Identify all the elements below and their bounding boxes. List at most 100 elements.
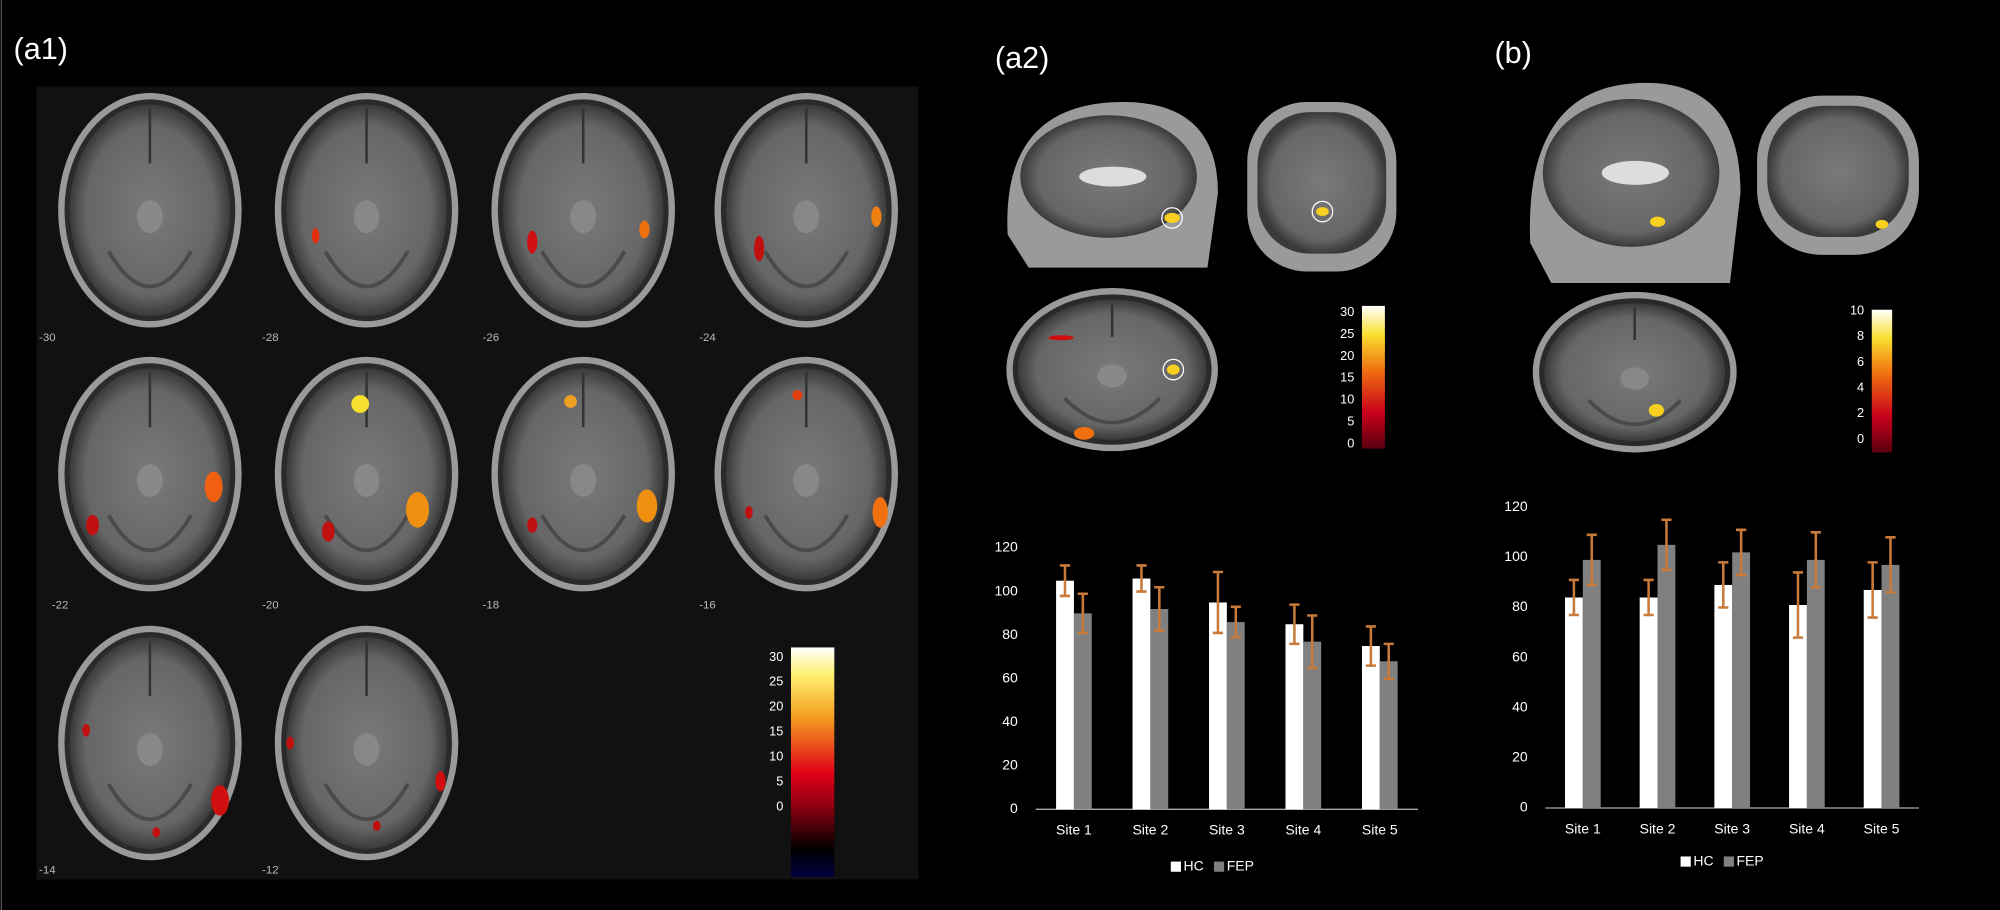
bar — [1303, 641, 1322, 810]
cerebellum — [763, 250, 850, 289]
y-tick-label: 20 — [1002, 756, 1018, 772]
error-bar — [1736, 528, 1747, 577]
colorbar-tick-label: 20 — [769, 699, 783, 714]
activation — [86, 514, 99, 536]
error-bar — [1568, 578, 1580, 617]
slice-label: -14 — [39, 865, 56, 877]
brainstem — [1620, 367, 1649, 390]
activation — [527, 230, 538, 254]
colorbar-tick-label: 4 — [1857, 380, 1864, 395]
brainstem — [1097, 364, 1127, 388]
activation — [211, 785, 229, 816]
x-tick-label: Site 1 — [1056, 822, 1092, 838]
colorbar-tick-label: 20 — [1340, 348, 1354, 363]
activation — [639, 220, 650, 239]
roi-circle — [1162, 358, 1185, 381]
y-tick-label: 120 — [1504, 498, 1528, 514]
brainstem — [353, 200, 380, 234]
y-tick-label: 80 — [1512, 598, 1528, 614]
activation — [435, 771, 446, 792]
slice-label: -20 — [262, 599, 279, 611]
activation — [204, 471, 223, 503]
activation — [636, 489, 658, 523]
cerebellum — [1587, 398, 1682, 427]
brainstem — [137, 200, 163, 234]
slice-label: -30 — [39, 332, 56, 344]
activation — [311, 228, 320, 244]
cerebellum — [106, 250, 193, 289]
activation — [286, 736, 294, 750]
colorbar-tick-label: 15 — [1340, 370, 1354, 385]
y-tick-label: 120 — [994, 539, 1018, 555]
panel-label: (a2) — [995, 41, 1049, 75]
activation — [1650, 216, 1666, 227]
x-tick-label: Site 2 — [1640, 820, 1676, 836]
slice-label: -26 — [483, 332, 500, 344]
bar — [1732, 552, 1751, 809]
error-bar — [1885, 536, 1896, 594]
error-bar — [1230, 605, 1241, 639]
x-tick-label: Site 5 — [1362, 822, 1398, 838]
activation — [1875, 219, 1889, 229]
error-bar — [1365, 625, 1376, 667]
bar — [1132, 578, 1151, 810]
error-bar — [1383, 642, 1394, 680]
legend-swatch — [1680, 856, 1691, 867]
cerebellum — [323, 783, 410, 822]
y-tick-label: 80 — [1002, 626, 1018, 642]
slice-label: -18 — [483, 599, 500, 611]
error-bar — [1307, 614, 1318, 670]
cerebellum — [323, 250, 410, 289]
y-tick-label: 0 — [1520, 799, 1528, 815]
panel-label: (a1) — [14, 32, 68, 66]
x-tick-label: Site 3 — [1714, 820, 1750, 836]
activation — [527, 517, 538, 533]
colorbar-tick-label: 30 — [769, 649, 783, 664]
coronal-brain — [1767, 105, 1909, 238]
colorbar — [1871, 309, 1893, 453]
activation — [351, 395, 370, 413]
activation — [1164, 212, 1180, 224]
error-bar — [1792, 571, 1804, 639]
brainstem — [353, 464, 380, 497]
brainstem — [570, 464, 597, 497]
slice-label: -24 — [699, 332, 716, 344]
colorbar-tick-label: 6 — [1857, 354, 1864, 369]
legend-label: HC — [1693, 852, 1713, 868]
bar — [1881, 564, 1900, 809]
bar — [1657, 544, 1676, 809]
colorbar-tick-label: 5 — [1347, 414, 1354, 429]
colorbar-tick-label: 15 — [769, 724, 783, 739]
y-tick-label: 60 — [1512, 648, 1528, 664]
legend-swatch — [1213, 861, 1225, 872]
bar — [1379, 661, 1398, 810]
brainstem — [353, 732, 380, 766]
x-tick-label: Site 3 — [1209, 822, 1245, 838]
activation — [152, 827, 161, 838]
activation — [321, 521, 335, 542]
colorbar-tick-label: 8 — [1857, 328, 1864, 343]
bar — [1209, 602, 1227, 810]
colorbar-tick-label: 10 — [1340, 392, 1354, 407]
x-tick-label: Site 4 — [1789, 820, 1825, 836]
activation — [82, 723, 90, 737]
bar — [1361, 646, 1380, 810]
error-bar — [1212, 570, 1224, 635]
error-bar — [1643, 578, 1654, 617]
activation — [1048, 335, 1074, 341]
slice-label: -16 — [699, 599, 716, 611]
colorbar-tick-label: 30 — [1340, 304, 1354, 319]
cerebellum — [540, 514, 627, 553]
cerebellum — [540, 250, 627, 289]
bar — [1056, 580, 1074, 810]
corpus — [1601, 160, 1669, 185]
colorbar — [790, 647, 835, 877]
bar — [1639, 597, 1658, 809]
bar — [1226, 622, 1245, 810]
activation — [792, 390, 803, 401]
error-bar — [1867, 561, 1878, 619]
panel-label: (b) — [1495, 36, 1532, 70]
activation — [372, 820, 381, 831]
cerebellum — [763, 514, 850, 553]
y-tick-label: 60 — [1002, 669, 1018, 685]
